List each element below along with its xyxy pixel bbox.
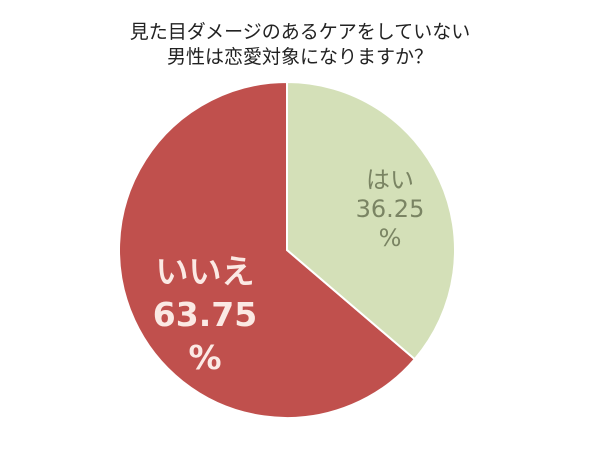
slice-label-no-value: 63.75 bbox=[152, 295, 258, 334]
chart-title: 見た目ダメージのあるケアをしていない 男性は恋愛対象になりますか？ bbox=[0, 20, 600, 70]
pie-slice-no bbox=[118, 80, 417, 419]
slice-label-no-unit: % bbox=[188, 338, 222, 377]
chart-title-line-1: 見た目ダメージのあるケアをしていない bbox=[129, 21, 471, 43]
slice-label-yes-name: はい bbox=[366, 166, 414, 194]
slice-label-no-name: いいえ bbox=[155, 252, 255, 291]
slice-label-yes-unit: % bbox=[378, 224, 402, 252]
pie-slice-yes bbox=[286, 80, 456, 361]
slice-label-yes: はい 36.25 % bbox=[335, 166, 445, 253]
slice-label-yes-value: 36.25 bbox=[355, 195, 425, 223]
slice-label-no: いいえ 63.75 % bbox=[135, 250, 275, 379]
chart-title-line-2: 男性は恋愛対象になりますか？ bbox=[166, 46, 433, 68]
